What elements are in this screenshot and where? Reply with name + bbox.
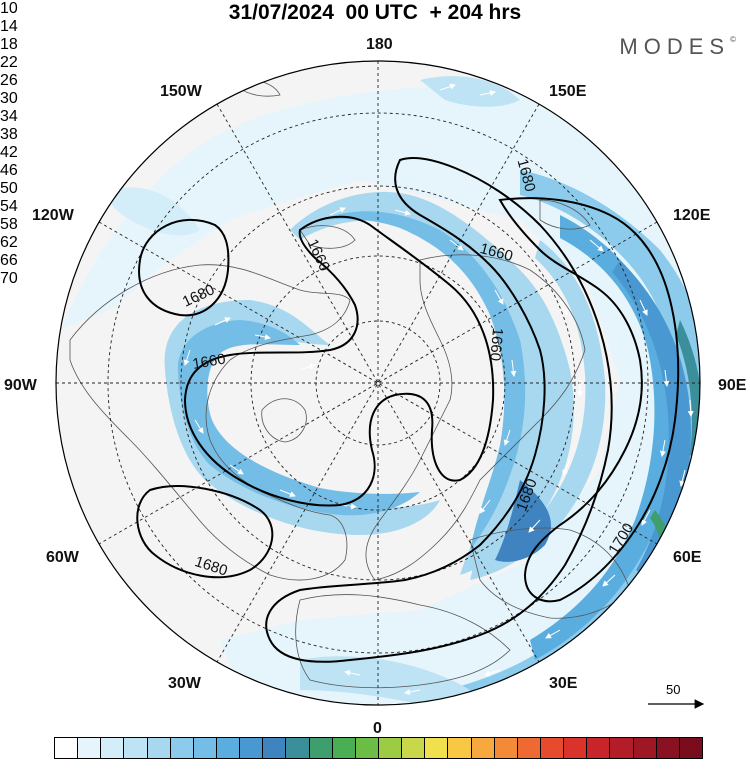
legend-tick-labels: 10 14 18 22 26 30 34 38 42 46 50 54 58 62 66 70: [0, 0, 750, 288]
geopotential-contours: [136, 157, 680, 663]
legend-swatch: [540, 737, 565, 759]
legend-swatch: [678, 737, 703, 759]
lon-label-120w: 120W: [32, 207, 75, 224]
legend-tick-label: 10: [0, 0, 18, 17]
lon-label-120e: 120E: [673, 207, 711, 224]
legend-swatch: [239, 737, 264, 759]
legend-tick-label: 14: [0, 18, 18, 35]
legend-swatch: [285, 737, 310, 759]
wind-reference-label: 50: [666, 682, 681, 697]
legend-swatch: [192, 737, 217, 759]
legend-swatch: [378, 737, 403, 759]
map-disk: 1680 1680 1660 1660 1660 1660 1680 1680 …: [56, 61, 700, 705]
legend-swatch: [632, 737, 657, 759]
legend-swatch: [169, 737, 194, 759]
legend-swatch: [655, 737, 680, 759]
legend-swatch: [516, 737, 541, 759]
legend-swatch: [123, 737, 148, 759]
legend-tick-label: 54: [0, 198, 18, 215]
legend-swatch: [54, 737, 79, 759]
legend-swatch: [262, 737, 287, 759]
legend-swatch: [563, 737, 588, 759]
legend-tick-label: 50: [0, 180, 18, 197]
legend-swatch: [609, 737, 634, 759]
lon-label-30e: 30E: [549, 675, 578, 692]
contour-label: 1660: [486, 327, 506, 362]
legend-tick-label: 62: [0, 234, 18, 251]
contour-label: 1660: [191, 350, 227, 373]
lon-label-0: 0: [373, 720, 382, 737]
legend-swatch: [331, 737, 356, 759]
chart-title: 31/07/2024 00 UTC + 204 hrs: [228, 1, 522, 24]
legend-swatch: [424, 737, 449, 759]
brand-name: MODES: [619, 34, 731, 59]
legend-tick-label: 66: [0, 252, 18, 269]
legend-tick-label: 70: [0, 270, 18, 287]
legend-swatch: [447, 737, 472, 759]
graticule: [56, 61, 700, 705]
legend-swatch: [586, 737, 611, 759]
legend-tick-label: 58: [0, 216, 18, 233]
lon-label-90e: 90E: [718, 377, 747, 394]
legend-tick-label: 34: [0, 108, 18, 125]
color-legend: [54, 737, 703, 759]
legend-tick-label: 26: [0, 72, 18, 89]
map-border: [55, 60, 701, 706]
brand-copyright-mark: ©: [730, 35, 736, 44]
longitude-labels: 180 150E 120E 90E 60E 30E 0 30W 60W 90W …: [4, 36, 747, 737]
legend-swatch: [401, 737, 426, 759]
brand-logo: MODES©: [619, 34, 736, 60]
lon-label-150e: 150E: [549, 83, 587, 100]
lon-label-90w: 90W: [4, 377, 38, 394]
legend-swatch: [146, 737, 171, 759]
lon-label-150w: 150W: [160, 83, 203, 100]
legend-swatch: [308, 737, 333, 759]
legend-swatch: [470, 737, 495, 759]
legend-tick-label: 46: [0, 162, 18, 179]
lon-label-30w: 30W: [168, 675, 202, 692]
legend-tick-label: 30: [0, 90, 18, 107]
legend-tick-label: 22: [0, 54, 18, 71]
legend-swatch: [493, 737, 518, 759]
legend-swatch: [354, 737, 379, 759]
lon-label-60e: 60E: [673, 549, 702, 566]
lon-label-60w: 60W: [46, 549, 80, 566]
legend-swatch: [216, 737, 241, 759]
lon-label-180: 180: [366, 36, 393, 53]
legend-swatch: [77, 737, 102, 759]
legend-swatch: [100, 737, 125, 759]
legend-tick-label: 38: [0, 126, 18, 143]
legend-tick-label: 18: [0, 36, 18, 53]
legend-tick-label: 42: [0, 144, 18, 161]
